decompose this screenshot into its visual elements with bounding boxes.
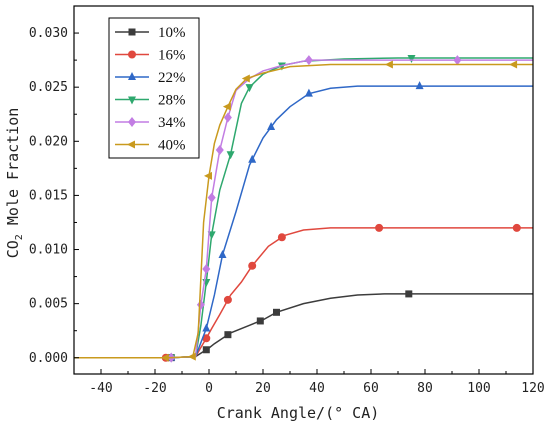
series-line <box>74 85 533 359</box>
legend-marker <box>128 96 136 105</box>
data-point-marker <box>304 88 313 97</box>
y-axis-title-post: Mole Fraction <box>4 108 22 234</box>
legend-label: 34% <box>158 115 186 131</box>
data-point-marker <box>224 331 232 339</box>
y-tick-label: 0.000 <box>29 351 68 366</box>
y-tick-label: 0.020 <box>29 134 68 149</box>
data-point-marker <box>160 353 169 362</box>
data-point-marker <box>241 74 250 83</box>
y-tick-label: 0.030 <box>29 26 68 41</box>
legend-item: 10% <box>115 25 186 41</box>
x-axis-title: Crank Angle/(° CA) <box>217 404 380 422</box>
y-axis-title-sub: 2 <box>14 234 25 240</box>
data-point-marker <box>204 171 212 180</box>
legend-item: 16% <box>115 48 186 64</box>
series-line <box>74 293 533 359</box>
x-tick-label: 20 <box>255 381 271 396</box>
series-0 <box>74 290 533 362</box>
legend-marker <box>128 50 136 59</box>
data-point-marker <box>202 323 211 332</box>
data-point-marker <box>207 192 216 203</box>
data-point-marker <box>453 55 462 66</box>
x-tick-label: 80 <box>417 381 433 396</box>
data-point-marker <box>405 290 413 298</box>
legend-item: 40% <box>115 138 186 154</box>
legend-item: 34% <box>115 115 186 131</box>
y-tick-label: 0.005 <box>29 297 68 312</box>
series-5 <box>74 60 533 362</box>
data-point-marker <box>218 249 227 258</box>
series-line <box>74 57 533 359</box>
y-tick-label: 0.010 <box>29 243 68 258</box>
x-tick-label: -40 <box>89 381 112 396</box>
data-point-marker <box>202 334 211 343</box>
data-point-marker <box>267 122 276 131</box>
plot-frame <box>73 5 534 375</box>
data-point-marker <box>512 223 521 232</box>
data-point-marker <box>248 261 257 270</box>
legend-label: 40% <box>158 138 186 154</box>
data-point-marker <box>187 352 196 361</box>
plot-area <box>74 54 533 363</box>
legend-marker <box>127 140 135 149</box>
legend-item: 22% <box>115 70 186 86</box>
data-point-marker <box>375 223 384 232</box>
data-point-marker <box>415 81 424 90</box>
legend-label: 16% <box>158 48 186 64</box>
legend-label: 10% <box>158 25 186 41</box>
y-axis-title: CO2 Mole Fraction <box>4 108 25 259</box>
series-line <box>74 227 533 359</box>
legend-marker <box>128 117 136 127</box>
data-point-marker <box>248 154 257 163</box>
data-point-marker <box>407 54 416 63</box>
data-point-marker <box>256 317 264 325</box>
data-point-marker <box>277 233 286 242</box>
data-point-marker <box>245 84 254 93</box>
data-point-marker <box>226 151 235 160</box>
x-tick-label: 120 <box>521 381 544 396</box>
legend-item: 28% <box>115 93 186 109</box>
y-axis-title-pre: CO <box>4 240 22 258</box>
data-point-marker <box>215 144 224 155</box>
x-tick-label: 0 <box>205 381 213 396</box>
x-tick-label: 40 <box>309 381 325 396</box>
data-point-marker <box>223 112 232 123</box>
legend-marker <box>128 72 136 80</box>
y-tick-label: 0.015 <box>29 188 68 203</box>
data-point-marker <box>222 102 231 111</box>
legend-box <box>108 17 200 159</box>
series-1 <box>74 223 533 362</box>
legend: 10% 16% 22% 28% 34% 40% <box>108 17 200 159</box>
data-point-marker <box>223 295 232 304</box>
data-point-marker <box>202 346 210 354</box>
x-tick-label: 100 <box>467 381 490 396</box>
data-point-marker <box>304 55 313 66</box>
data-point-marker <box>384 60 393 69</box>
x-tick-label: 60 <box>363 381 379 396</box>
data-point-marker <box>509 60 518 69</box>
x-tick-label: -20 <box>143 381 166 396</box>
legend-label: 28% <box>158 93 186 109</box>
legend-marker <box>128 28 136 36</box>
data-point-marker <box>273 308 280 316</box>
y-tick-label: 0.025 <box>29 80 68 95</box>
legend-label: 22% <box>158 70 186 86</box>
data-point-marker <box>202 264 211 275</box>
